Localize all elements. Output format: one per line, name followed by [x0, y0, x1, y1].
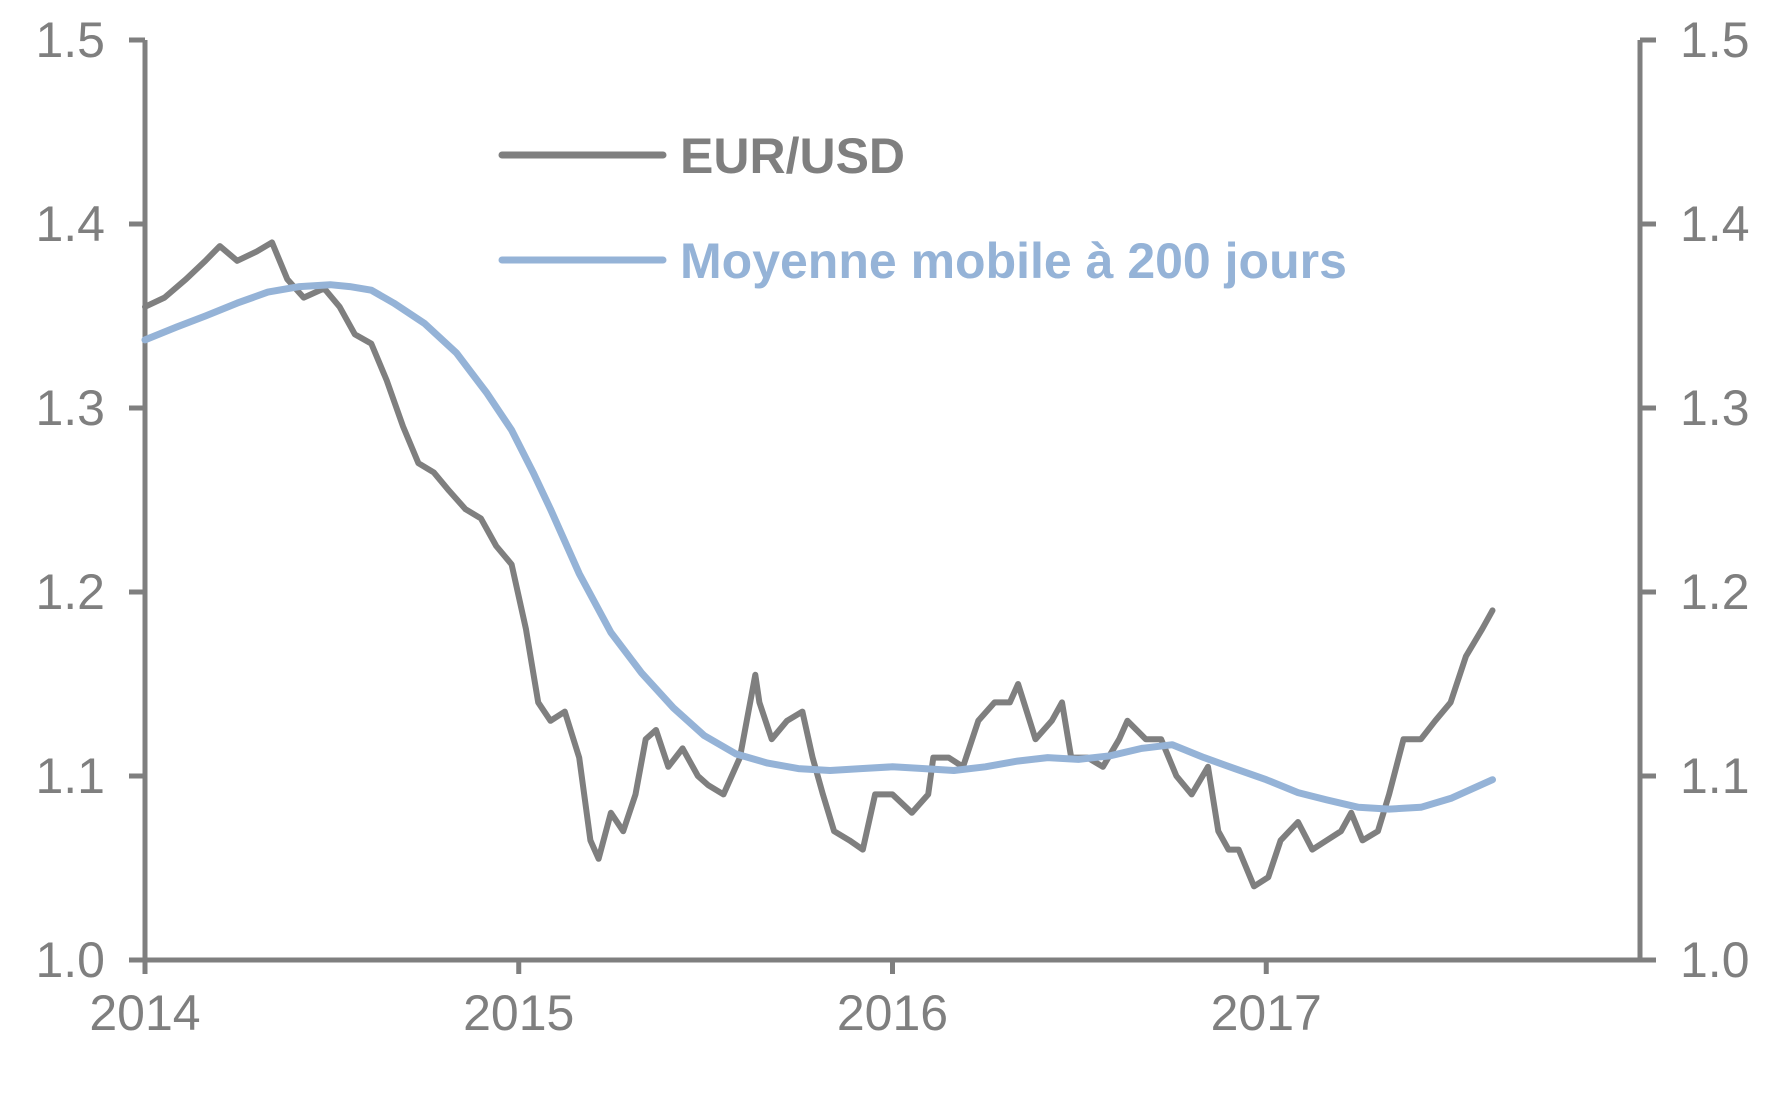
- x-tick-label: 2015: [463, 985, 574, 1041]
- x-tick-label: 2014: [89, 985, 200, 1041]
- y-tick-label-left: 1.5: [35, 12, 105, 68]
- x-tick-label: 2017: [1211, 985, 1322, 1041]
- y-tick-label-left: 1.4: [35, 196, 105, 252]
- y-tick-label-right: 1.3: [1680, 380, 1750, 436]
- series-line-eur-usd: [142, 239, 1496, 890]
- y-tick-label-left: 1.2: [35, 564, 105, 620]
- y-tick-label-right: 1.5: [1680, 12, 1750, 68]
- y-tick-label-left: 1.3: [35, 380, 105, 436]
- legend-entry-label: EUR/USD: [680, 128, 905, 184]
- y-tick-label-right: 1.0: [1680, 932, 1750, 988]
- y-tick-label-right: 1.4: [1680, 196, 1750, 252]
- legend: EUR/USD Moyenne mobile à 200 jours: [498, 128, 1347, 289]
- series-lines: [141, 239, 1496, 890]
- y-tick-label-left: 1.1: [35, 748, 105, 804]
- legend-entry-label: Moyenne mobile à 200 jours: [680, 233, 1347, 289]
- y-tick-label-left: 1.0: [35, 932, 105, 988]
- y-tick-label-right: 1.1: [1680, 748, 1750, 804]
- y-tick-label-right: 1.2: [1680, 564, 1750, 620]
- series-line-moving-average: [141, 281, 1496, 813]
- ticks: 1.0 1.1 1.2 1.3 1.4 1.5 1.0 1.1 1.2 1.3 1.4 1.5 2014…: [35, 12, 1749, 1041]
- x-tick-label: 2016: [837, 985, 948, 1041]
